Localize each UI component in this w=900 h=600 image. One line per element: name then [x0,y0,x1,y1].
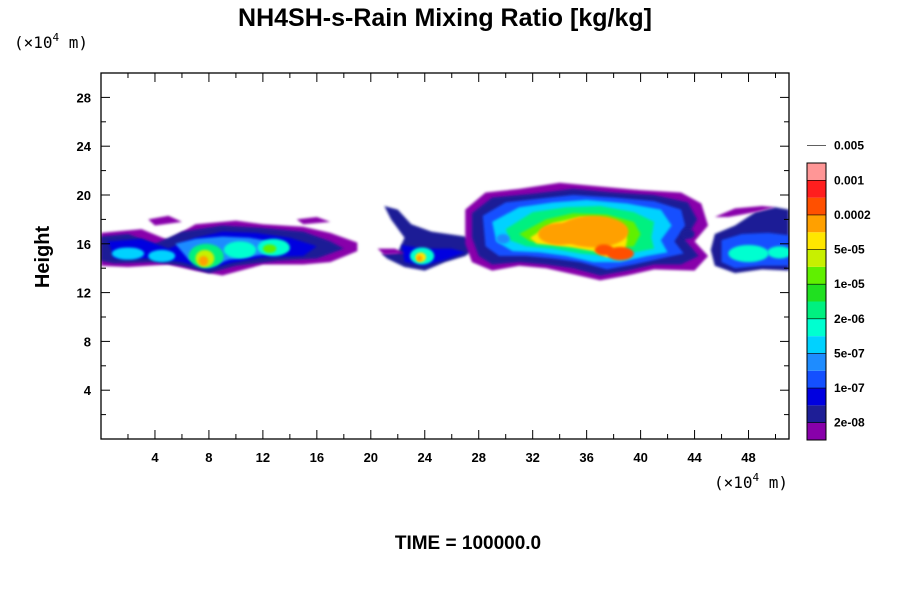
field-contour [538,223,582,246]
y-axis-label: Height [32,226,54,289]
colorbar-label: 5e-07 [834,346,865,360]
colorbar-label: 2e-06 [834,312,865,326]
colorbar-swatch [807,266,826,285]
colorbar-frame [806,162,827,441]
x-tick-label: 44 [687,450,702,465]
x-tick-label: 48 [741,450,755,465]
colorbar-swatch [807,422,826,440]
y-tick-label: 28 [77,90,91,105]
field-contour [148,215,182,226]
colorbar-label: 1e-05 [834,277,865,291]
colorbar-label: 1e-07 [834,381,865,395]
field-contour [681,229,695,239]
x-tick-label: 36 [579,450,593,465]
colorbar-swatch [807,353,826,371]
colorbar-swatch [807,197,826,215]
field-contour [198,256,209,266]
field-contour [416,255,423,262]
colorbar-swatch [807,284,826,302]
field-contour [262,244,277,253]
colorbar-swatch [807,232,826,250]
y-tick-labels: 4 8 12 16 20 24 28 [77,90,92,398]
y-tick-label: 16 [77,237,91,252]
colorbar-swatch [807,249,826,267]
colorbar-label: 0.0002 [834,208,871,222]
colorbar-swatch [807,214,826,233]
field-contour [728,245,769,263]
field-contour [606,246,634,261]
y-tick-label: 24 [77,139,92,154]
x-tick-labels: 4 8 12 16 20 24 28 32 36 40 44 48 [151,450,755,465]
colorbar-swatch [807,180,826,198]
time-label: TIME = 100000.0 [395,533,541,554]
y-tick-label: 4 [84,383,92,398]
field-contour [111,247,145,260]
x-tick-label: 12 [256,450,270,465]
x-tick-label: 32 [525,450,539,465]
field-contour [496,234,510,244]
colorbar-swatch [807,405,826,423]
x-tick-label: 16 [310,450,324,465]
y-tick-label: 8 [84,334,91,349]
axis-ticks [100,72,789,440]
colorbar-label: 5e-05 [834,243,865,257]
plot-area [100,72,790,440]
x-tick-label: 28 [471,450,485,465]
colorbar-swatch [807,301,826,319]
colorbar-swatch [807,318,826,337]
colorbar-swatch [807,370,826,389]
field-contour [377,248,405,255]
colorbar-label: 0.001 [834,173,864,187]
field-contour [767,246,789,259]
colorbar-label: 2e-08 [834,416,865,430]
field-contour [594,244,614,256]
mixing-ratio-field [101,182,789,281]
plot-frame [100,72,790,440]
field-contour [148,249,176,263]
x-units-label: (×104 m) [714,471,788,492]
y-units-label: (×104 m) [14,31,88,52]
field-contour [714,205,776,217]
colorbar: 2e-08 1e-07 5e-07 2e-06 1e-05 5e-05 0.0002 0.00… [806,139,871,441]
field-contour [223,241,257,259]
x-tick-label: 20 [364,450,378,465]
y-tick-label: 20 [77,188,91,203]
colorbar-swatch [807,336,826,354]
colorbar-label: 0.005 [834,139,864,153]
y-tick-label: 12 [77,286,91,301]
x-tick-label: 4 [151,450,159,465]
colorbar-swatch [807,163,826,181]
x-tick-label: 40 [633,450,647,465]
colorbar-swatch [807,388,826,406]
x-tick-label: 8 [205,450,212,465]
field-contour [296,216,331,225]
chart-title: NH4SH-s-Rain Mixing Ratio [kg/kg] [238,4,652,32]
x-tick-label: 24 [418,450,433,465]
